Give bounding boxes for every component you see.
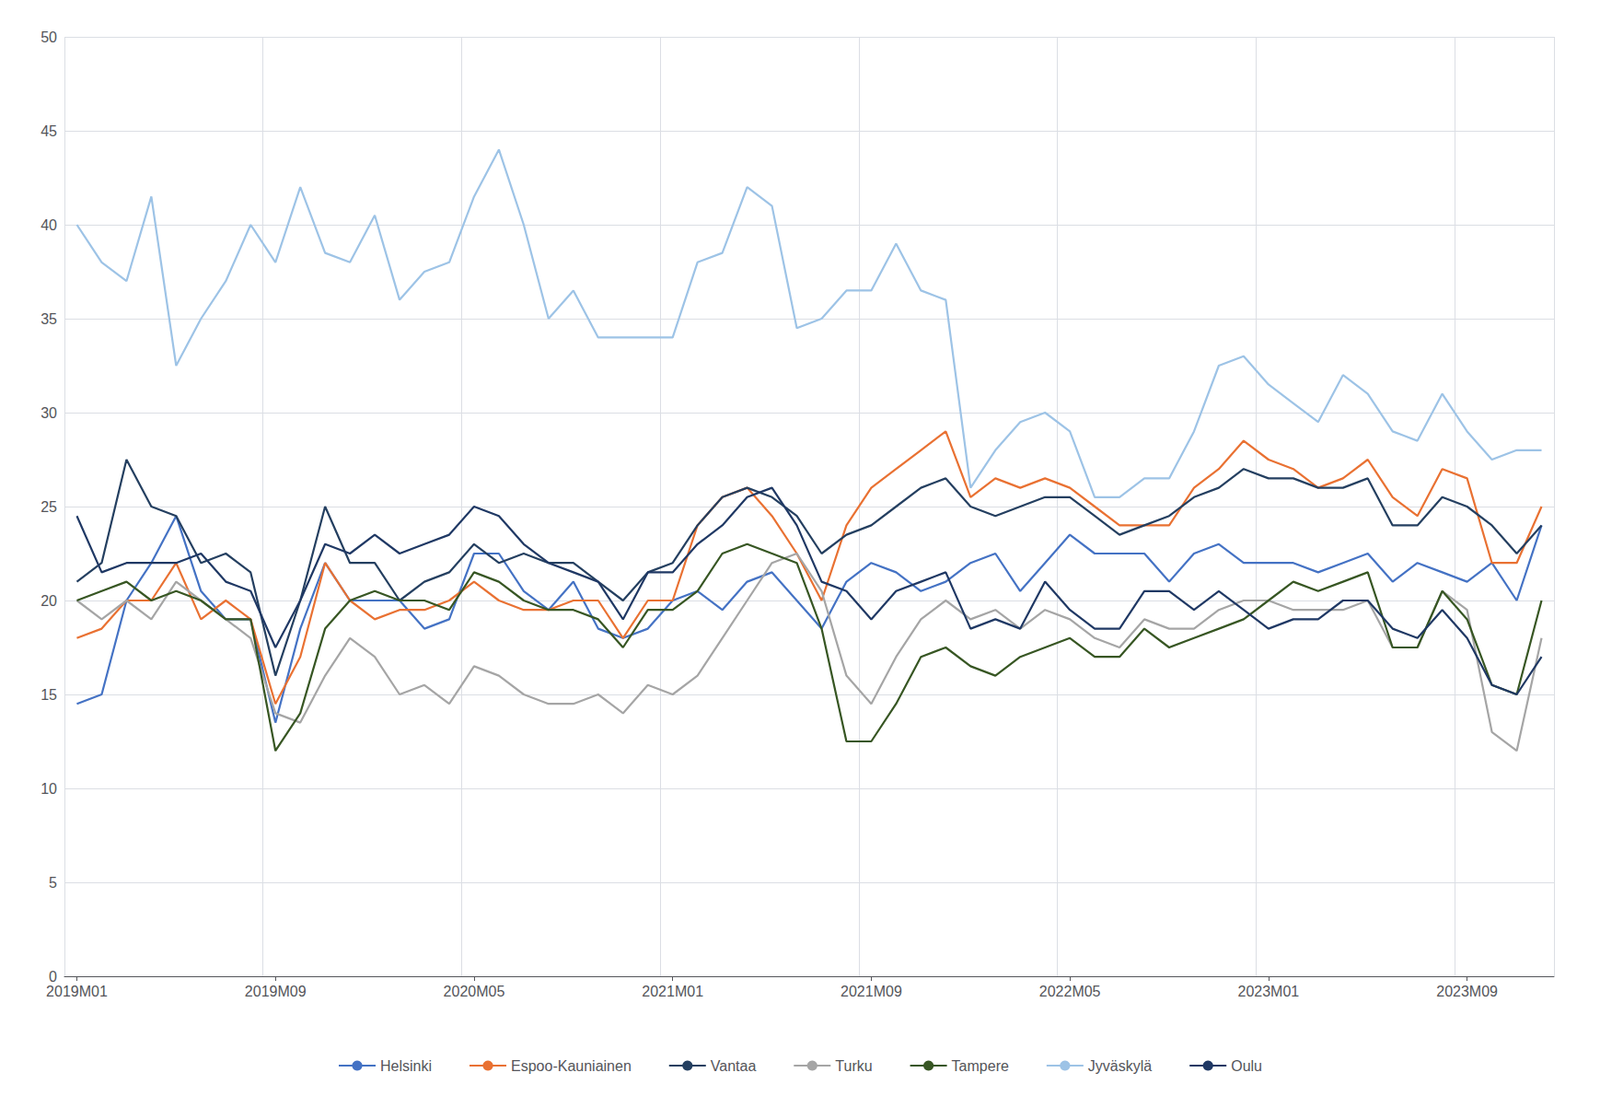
svg-text:2019M09: 2019M09 [244,983,307,999]
svg-text:2021M01: 2021M01 [641,983,704,999]
svg-text:2023M09: 2023M09 [1436,983,1498,999]
svg-text:15: 15 [40,686,58,703]
svg-text:Oulu: Oulu [1230,1057,1263,1074]
svg-text:20: 20 [40,592,58,609]
svg-text:2020M05: 2020M05 [443,983,506,999]
svg-text:25: 25 [40,498,58,515]
svg-text:0: 0 [48,968,58,985]
svg-text:Helsinki: Helsinki [380,1057,432,1074]
svg-text:Turku: Turku [834,1057,872,1074]
svg-text:2021M09: 2021M09 [840,983,903,999]
svg-text:Vantaa: Vantaa [710,1057,757,1074]
svg-text:5: 5 [48,874,58,891]
svg-text:Espoo-Kauniainen: Espoo-Kauniainen [510,1057,632,1074]
svg-text:50: 50 [40,29,58,46]
svg-text:2022M05: 2022M05 [1039,983,1102,999]
svg-text:10: 10 [40,780,58,797]
svg-text:30: 30 [40,405,58,421]
svg-text:Tampere: Tampere [951,1057,1009,1074]
svg-text:40: 40 [40,217,58,233]
svg-text:Jyväskylä: Jyväskylä [1088,1057,1152,1074]
svg-text:2023M01: 2023M01 [1238,983,1300,999]
svg-text:45: 45 [40,123,58,140]
svg-text:2019M01: 2019M01 [46,983,108,999]
svg-text:35: 35 [40,311,58,327]
